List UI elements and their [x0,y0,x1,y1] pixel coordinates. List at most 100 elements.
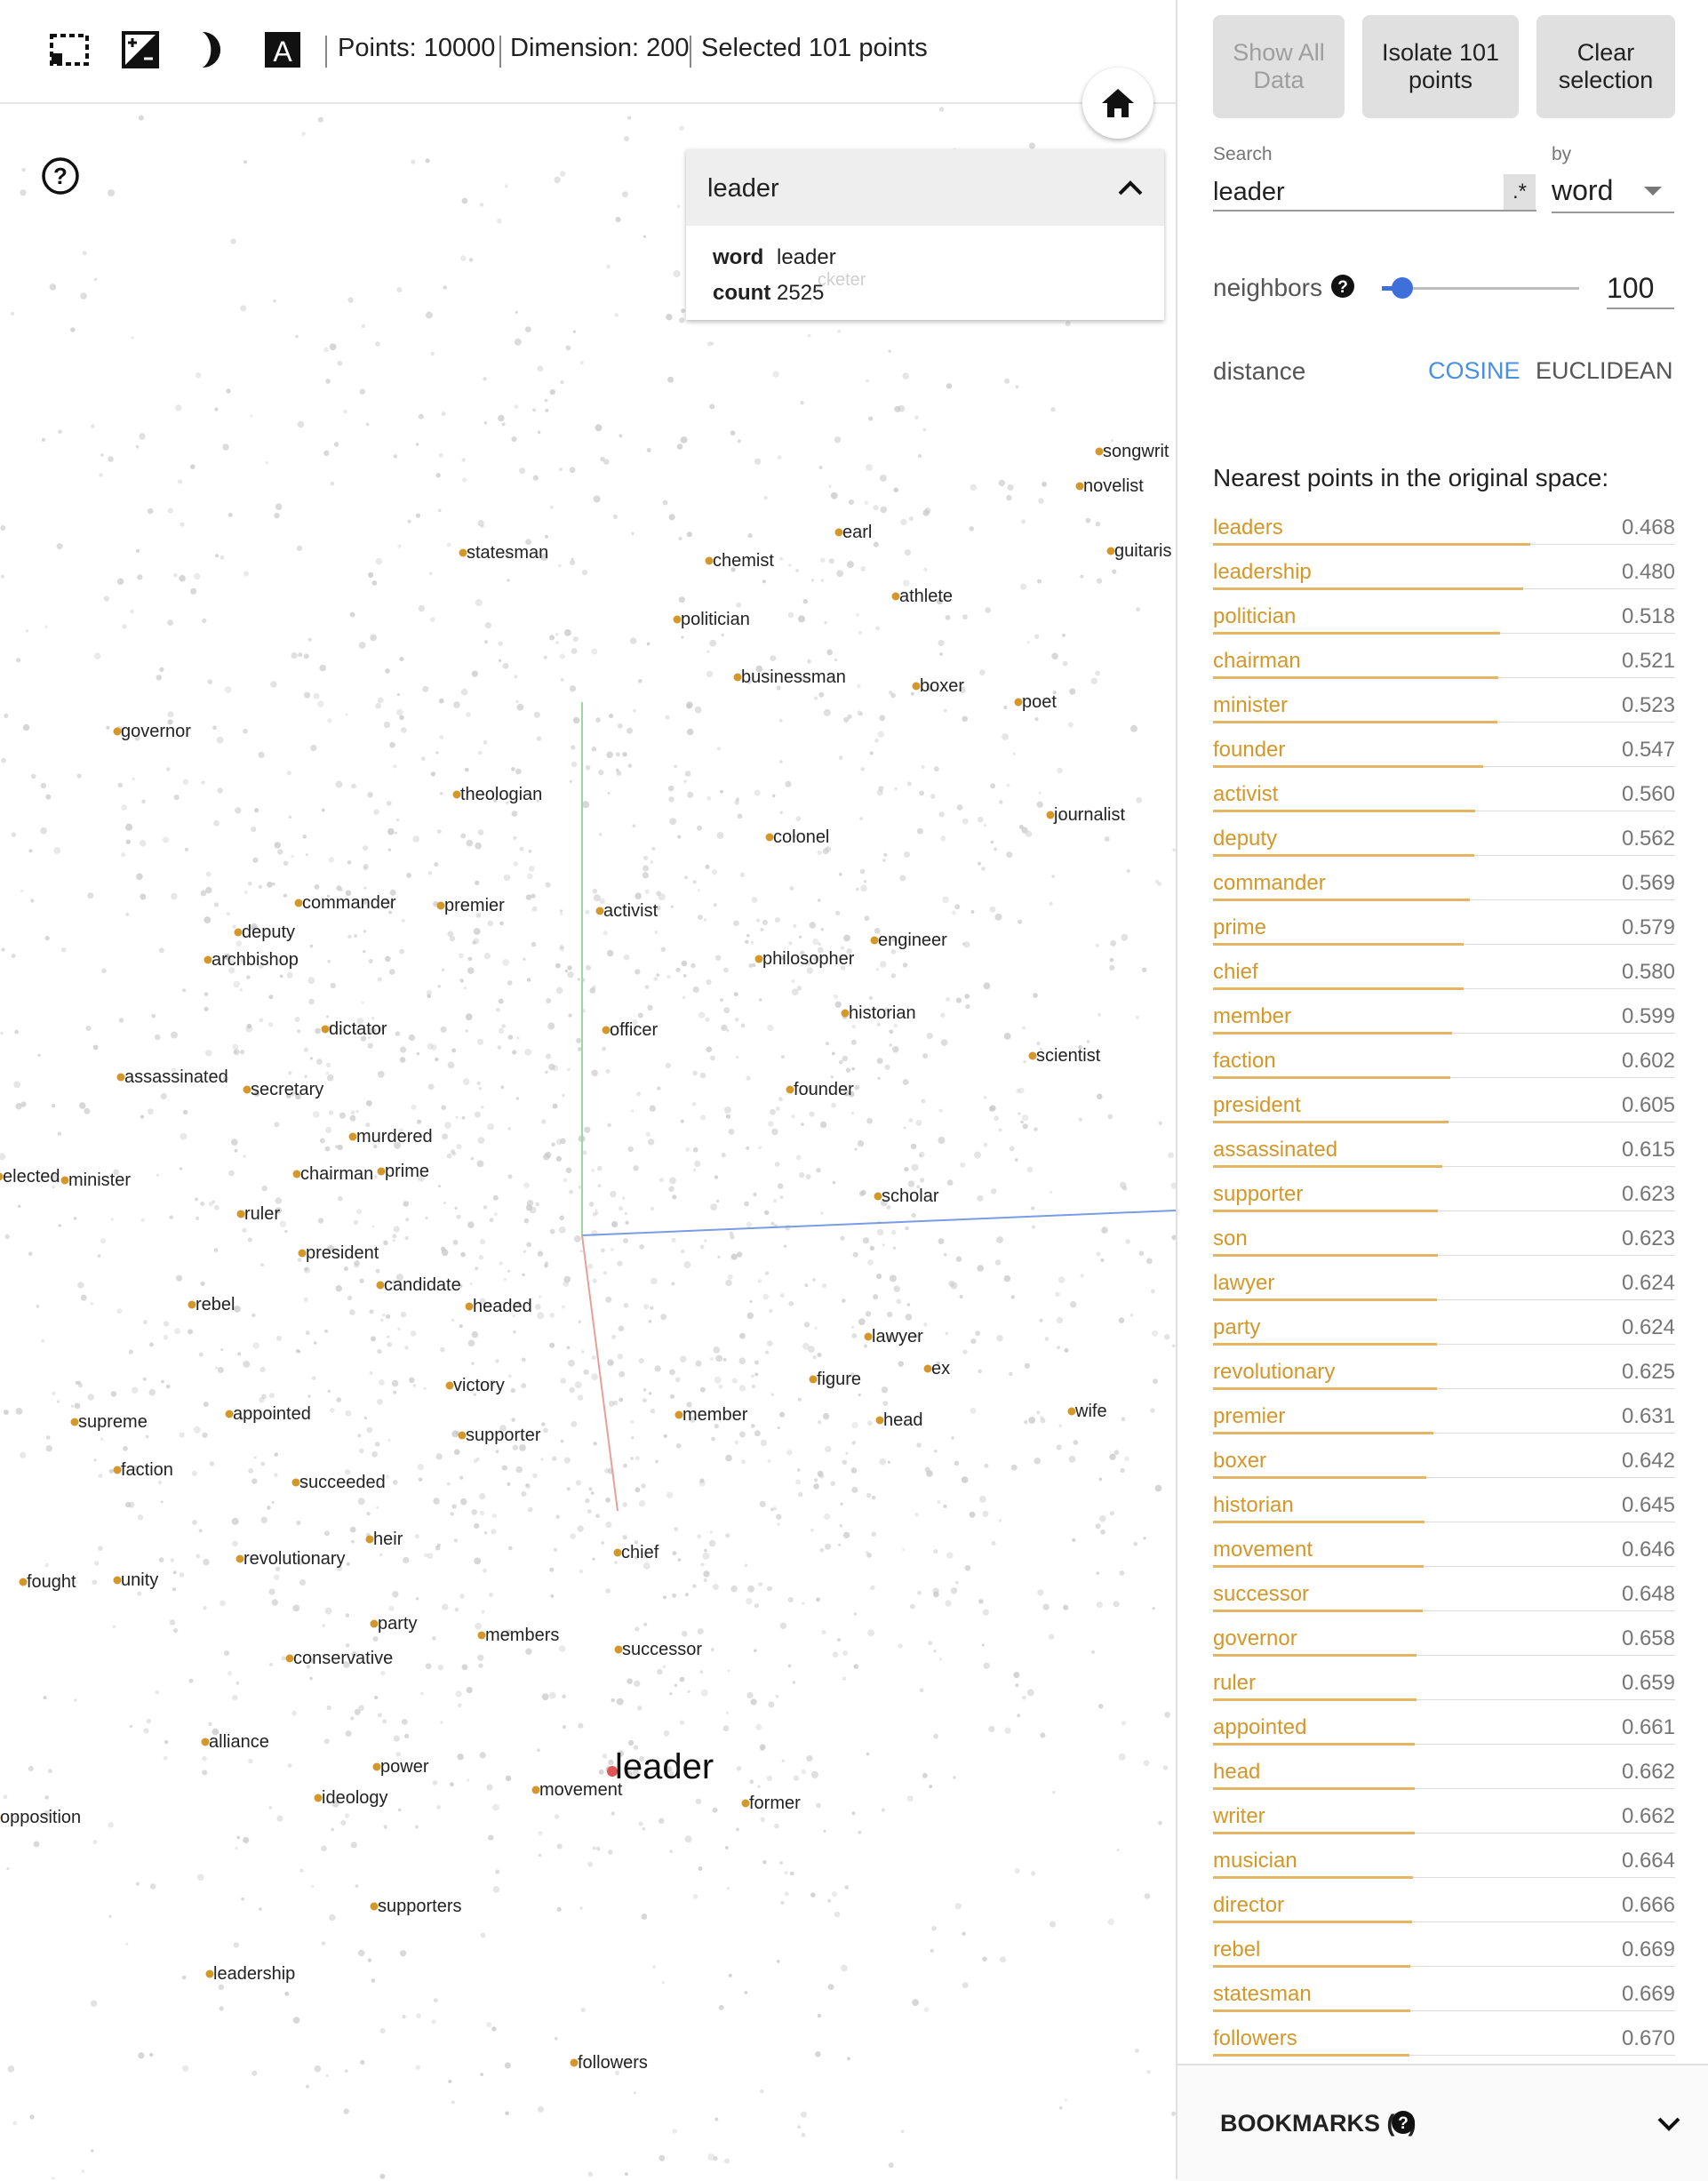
highlighted-point[interactable] [1028,1051,1037,1060]
highlighted-point[interactable] [445,1381,454,1390]
highlighted-point[interactable] [292,1170,301,1178]
highlighted-point[interactable] [602,1026,611,1035]
highlighted-point[interactable] [674,1410,683,1419]
nearest-point-row[interactable]: rebel 0.669 [1213,1929,1675,1973]
distance-cosine-option[interactable]: COSINE [1428,357,1520,384]
highlighted-point[interactable] [116,1073,125,1082]
bookmarks-panel[interactable]: BOOKMARKS (1) ? [1177,2064,1708,2181]
nearest-point-row[interactable]: head 0.662 [1213,1751,1675,1795]
highlighted-point[interactable] [765,833,774,842]
chevron-down-icon[interactable] [1656,2113,1682,2135]
highlighted-point[interactable] [477,1631,486,1640]
highlighted-point[interactable] [786,1085,794,1094]
highlighted-point[interactable] [864,1332,873,1341]
nearest-point-row[interactable]: president 0.605 [1213,1084,1675,1129]
nearest-point-row[interactable]: founder 0.547 [1213,729,1675,773]
distance-euclidean-option[interactable]: EUCLIDEAN [1536,357,1673,384]
highlighted-point[interactable] [236,1210,245,1218]
nearest-point-row[interactable]: assassinated 0.615 [1213,1129,1675,1173]
chevron-up-icon[interactable] [1114,172,1146,204]
card-header[interactable]: leader [686,149,1164,226]
highlighted-point[interactable] [870,936,879,945]
highlighted-point[interactable] [204,955,212,964]
highlighted-point[interactable] [1095,447,1104,456]
highlighted-point[interactable] [294,899,303,907]
highlighted-point[interactable] [348,1132,357,1141]
select-mode-icon[interactable] [44,25,94,75]
highlighted-point[interactable] [19,1578,28,1586]
highlighted-point[interactable] [1106,547,1115,555]
nearest-point-row[interactable]: supporter 0.623 [1213,1173,1675,1218]
highlighted-point[interactable] [365,1535,374,1544]
highlighted-point[interactable] [705,556,714,565]
highlighted-point[interactable] [465,1302,474,1311]
highlighted-point[interactable] [1046,811,1055,819]
highlighted-point[interactable] [291,1478,300,1487]
nearest-point-row[interactable]: leaders 0.468 [1213,507,1675,551]
help-circle-icon[interactable]: ? [1391,2110,1416,2135]
nearest-point-row[interactable]: chairman 0.521 [1213,640,1675,684]
highlighted-point[interactable] [188,1300,196,1309]
nearest-point-row[interactable]: politician 0.518 [1213,595,1675,640]
neighbors-input[interactable] [1607,268,1674,309]
highlighted-point[interactable] [243,1085,251,1094]
nearest-point-row[interactable]: writer 0.662 [1213,1795,1675,1840]
highlighted-point[interactable] [314,1794,323,1802]
dark-mode-moon-icon[interactable] [187,25,236,75]
clear-selection-button[interactable]: Clear selection [1536,15,1675,118]
isolate-points-button[interactable]: Isolate 101 points [1362,15,1519,118]
nearest-point-row[interactable]: member 0.599 [1213,995,1675,1040]
highlighted-point[interactable] [841,1009,850,1018]
highlighted-point[interactable] [912,682,921,691]
nearest-point-row[interactable]: ruler 0.659 [1213,1662,1675,1706]
nearest-point-row[interactable]: boxer 0.642 [1213,1440,1675,1484]
highlighted-point[interactable] [225,1410,234,1418]
highlighted-point[interactable] [875,1416,884,1425]
highlighted-point[interactable] [235,1554,244,1563]
label-toggle-icon[interactable]: A [258,25,307,75]
highlighted-point[interactable] [70,1418,79,1426]
highlighted-point[interactable] [0,1172,4,1181]
highlighted-point[interactable] [923,1364,932,1373]
highlighted-point[interactable] [613,1548,622,1557]
highlighted-point[interactable] [113,1466,122,1474]
highlighted-point[interactable] [741,1799,750,1808]
highlighted-point[interactable] [891,592,900,601]
highlighted-point[interactable] [614,1645,623,1654]
highlighted-point[interactable] [370,1619,379,1628]
nearest-point-row[interactable]: appointed 0.661 [1213,1706,1675,1751]
highlighted-point[interactable] [60,1176,69,1185]
highlighted-point[interactable] [376,1281,385,1290]
nearest-point-row[interactable]: statesman 0.669 [1213,1973,1675,2017]
highlighted-point[interactable] [436,901,445,910]
highlighted-point[interactable] [201,1738,210,1746]
highlighted-point[interactable] [298,1249,307,1258]
nearest-point-row[interactable]: prime 0.579 [1213,907,1675,951]
home-button[interactable] [1082,68,1153,139]
nearest-point-row[interactable]: minister 0.523 [1213,684,1675,729]
nearest-point-row[interactable]: lawyer 0.624 [1213,1262,1675,1306]
nearest-point-row[interactable]: activist 0.560 [1213,773,1675,818]
highlighted-point[interactable] [1067,1407,1076,1416]
nearest-point-row[interactable]: revolutionary 0.625 [1213,1351,1675,1395]
highlighted-point[interactable] [809,1375,818,1384]
regex-toggle-button[interactable]: .* [1504,174,1536,210]
nearest-point-row[interactable]: successor 0.648 [1213,1573,1675,1618]
nearest-point-row[interactable]: director 0.666 [1213,1884,1675,1929]
highlighted-point[interactable] [1075,482,1084,491]
nearest-point-row[interactable]: commander 0.569 [1213,862,1675,907]
highlighted-point[interactable] [372,1762,381,1771]
selected-point[interactable] [607,1766,618,1777]
nearest-point-row[interactable]: followers 0.670 [1213,2017,1675,2062]
search-by-select[interactable]: word [1552,174,1674,213]
search-input[interactable] [1213,174,1536,212]
highlighted-point[interactable] [234,928,243,937]
highlighted-point[interactable] [285,1654,294,1663]
highlighted-point[interactable] [113,1576,122,1585]
nearest-point-row[interactable]: movement 0.646 [1213,1529,1675,1573]
highlighted-point[interactable] [377,1167,386,1176]
highlighted-point[interactable] [321,1025,330,1034]
highlighted-point[interactable] [673,615,682,624]
highlighted-point[interactable] [458,1431,467,1440]
highlighted-point[interactable] [452,790,461,799]
